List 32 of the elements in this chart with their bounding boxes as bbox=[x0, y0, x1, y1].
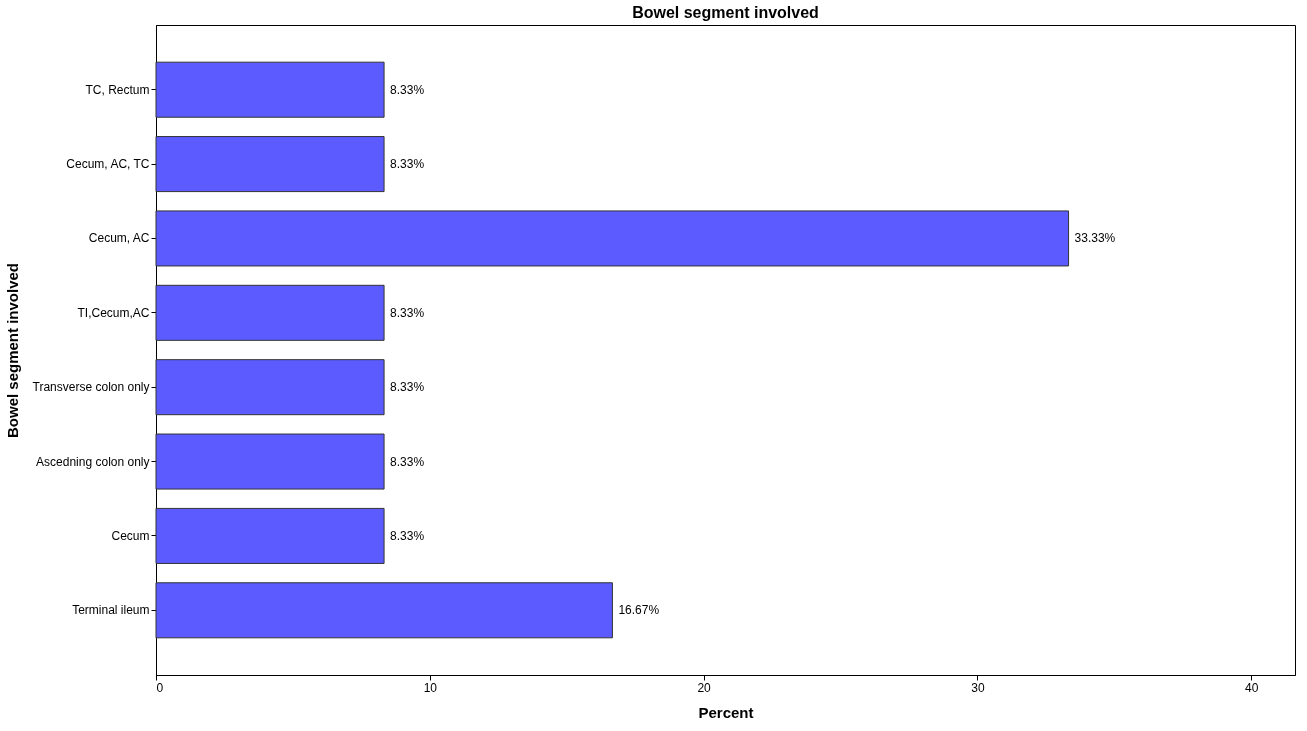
data-label: 8.33% bbox=[390, 528, 425, 543]
bar bbox=[155, 61, 385, 118]
data-label: 8.33% bbox=[390, 82, 425, 97]
y-tick-label: Cecum, AC, TC bbox=[66, 157, 150, 172]
bar bbox=[155, 210, 1070, 267]
bar bbox=[155, 433, 385, 490]
y-tick-label: TI,Cecum,AC bbox=[77, 305, 150, 320]
data-label: 16.67% bbox=[618, 603, 660, 618]
x-tick-label: 30 bbox=[971, 680, 985, 695]
x-tick-label: 0 bbox=[156, 680, 164, 695]
data-label: 8.33% bbox=[390, 380, 425, 395]
data-label: 8.33% bbox=[390, 157, 425, 172]
y-tick-label: Cecum, AC bbox=[88, 231, 150, 246]
y-tick-label: TC, Rectum bbox=[85, 82, 150, 97]
bar bbox=[155, 507, 385, 564]
x-tick-label: 40 bbox=[1245, 680, 1259, 695]
bar bbox=[155, 284, 385, 341]
data-label: 33.33% bbox=[1074, 231, 1116, 246]
x-tick-label: 10 bbox=[423, 680, 438, 695]
y-axis-title: Bowel segment involved bbox=[3, 262, 21, 439]
bar bbox=[155, 582, 613, 639]
chart-title: Bowel segment involved bbox=[632, 4, 819, 21]
data-label: 8.33% bbox=[390, 454, 425, 469]
y-tick-label: Ascedning colon only bbox=[36, 454, 150, 469]
y-tick-label: Terminal ileum bbox=[72, 603, 150, 618]
bar bbox=[155, 136, 385, 193]
x-axis-title: Percent bbox=[698, 703, 754, 721]
y-tick-label: Transverse colon only bbox=[32, 380, 150, 395]
data-label: 8.33% bbox=[390, 305, 425, 320]
x-tick-label: 20 bbox=[697, 680, 712, 695]
y-tick-label: Cecum bbox=[111, 528, 150, 543]
bar bbox=[155, 359, 385, 416]
